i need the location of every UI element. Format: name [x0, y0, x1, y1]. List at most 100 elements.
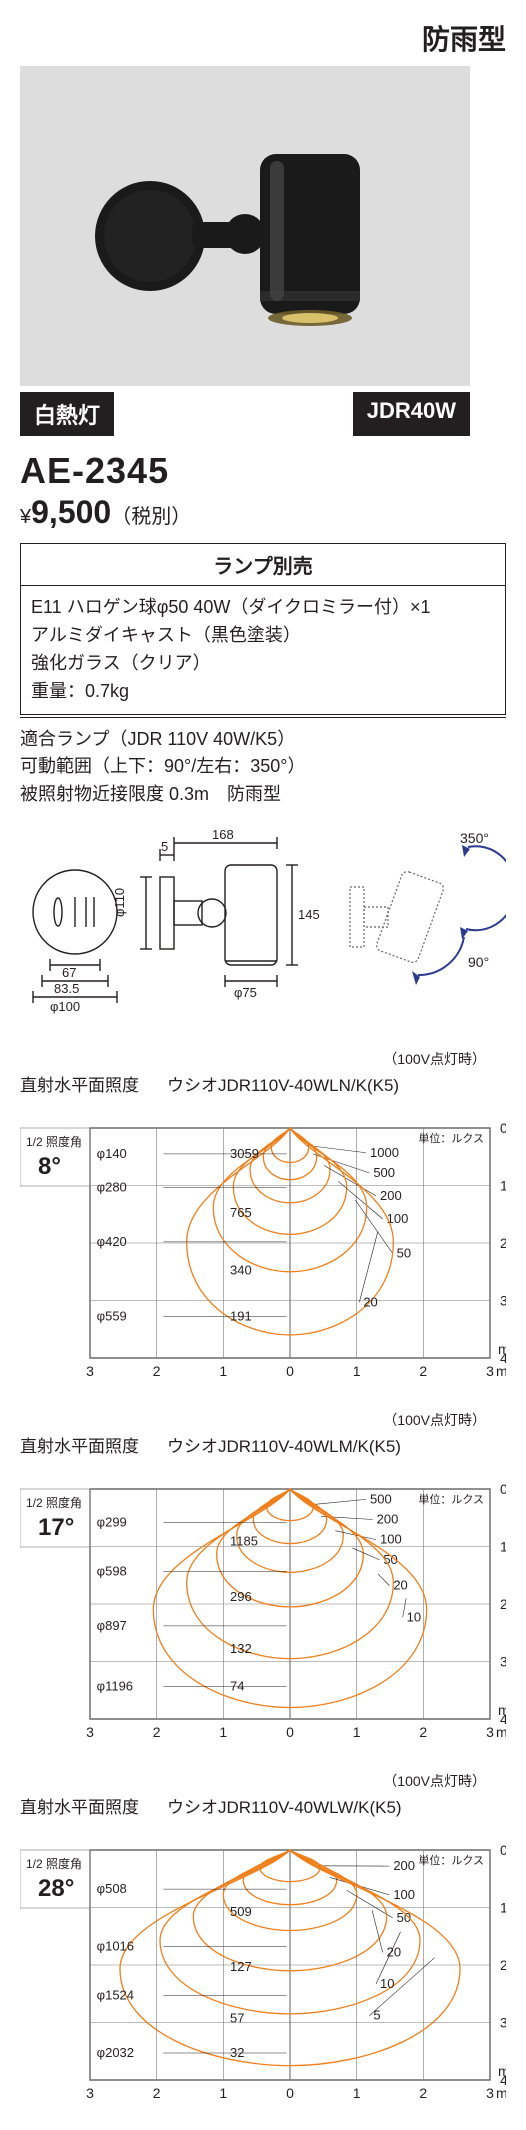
model-code: AE-2345 — [20, 450, 506, 492]
chart-voltage-note: （100V点灯時） — [20, 1410, 506, 1430]
svg-text:765: 765 — [230, 1205, 252, 1220]
svg-text:0: 0 — [500, 1481, 506, 1497]
svg-text:3: 3 — [86, 1363, 94, 1379]
svg-text:2: 2 — [419, 2085, 427, 2101]
svg-text:0: 0 — [286, 2085, 294, 2101]
svg-text:3: 3 — [486, 1724, 494, 1740]
svg-text:1000: 1000 — [370, 1145, 399, 1160]
svg-text:1185: 1185 — [230, 1534, 258, 1549]
svg-text:3: 3 — [86, 2085, 94, 2101]
spec-table-header: ランプ別売 — [21, 544, 505, 586]
svg-text:200: 200 — [380, 1188, 402, 1203]
chart-title: 直射水平面照度 — [20, 1793, 139, 1818]
chart-title-row: 直射水平面照度 ウシオJDR110V-40WLN/K(K5) — [20, 1071, 506, 1096]
svg-text:m: m — [498, 2063, 506, 2079]
svg-text:φ140: φ140 — [97, 1146, 127, 1161]
svg-text:φ420: φ420 — [97, 1234, 127, 1249]
svg-text:3: 3 — [500, 1654, 506, 1670]
chart-title: 直射水平面照度 — [20, 1432, 139, 1457]
dim-835: 83.5 — [54, 981, 79, 996]
svg-text:100: 100 — [380, 1532, 402, 1547]
illuminance-chart: （100V点灯時）直射水平面照度 ウシオJDR110V-40WLN/K(K5) 1/… — [20, 1049, 506, 1388]
chart-lamp-model: ウシオJDR110V-40WLN/K(K5) — [167, 1071, 399, 1096]
chart-svg: 1/2 照度角17°単位：ルクス500200100502010φ2991185φ… — [20, 1459, 506, 1749]
svg-text:1/2 照度角: 1/2 照度角 — [26, 1495, 82, 1510]
tax-label: （税別） — [111, 506, 191, 528]
svg-text:m: m — [498, 1341, 506, 1357]
svg-text:1: 1 — [219, 1363, 227, 1379]
svg-text:2: 2 — [419, 1724, 427, 1740]
svg-text:200: 200 — [377, 1512, 399, 1527]
rot-350: 350° — [460, 830, 489, 846]
dim-100: φ100 — [50, 999, 80, 1014]
rot-90: 90° — [468, 954, 489, 970]
svg-text:10: 10 — [380, 1976, 394, 1991]
svg-text:3: 3 — [500, 2015, 506, 2031]
svg-text:単位：ルクス: 単位：ルクス — [418, 1131, 484, 1145]
header-row: 防雨型 — [20, 0, 506, 66]
svg-text:1: 1 — [353, 1363, 361, 1379]
svg-text:1: 1 — [353, 1724, 361, 1740]
chart-voltage-note: （100V点灯時） — [20, 1771, 506, 1791]
svg-text:340: 340 — [230, 1263, 252, 1278]
svg-text:2: 2 — [500, 1596, 506, 1612]
illuminance-chart: （100V点灯時）直射水平面照度ウシオJDR110V-40WLW/K(K5)1/… — [20, 1771, 506, 2110]
svg-text:m: m — [496, 1724, 506, 1740]
badge-lamp-type: 白熱灯 — [20, 392, 114, 436]
svg-text:3059: 3059 — [230, 1146, 259, 1161]
svg-text:8°: 8° — [38, 1153, 61, 1180]
spec-line: E11 ハロゲン球φ50 40W（ダイクロミラー付）×1 — [31, 594, 495, 622]
charts-host: （100V点灯時）直射水平面照度ウシオJDR110V-40WLN/K(K5)1/… — [20, 1049, 506, 2110]
svg-text:1: 1 — [500, 1900, 506, 1916]
svg-text:φ897: φ897 — [97, 1618, 127, 1633]
chart-voltage-note: （100V点灯時） — [20, 1049, 506, 1069]
svg-text:1/2 照度角: 1/2 照度角 — [26, 1134, 82, 1149]
extra-spec-line: 被照射物近接限度 0.3m 防雨型 — [20, 781, 496, 809]
extra-spec-line: 可動範囲（上下：90°/左右：350°） — [20, 753, 496, 781]
dim-75: φ75 — [234, 985, 257, 1000]
svg-text:2: 2 — [153, 1724, 161, 1740]
weatherproof-label: 防雨型 — [422, 18, 506, 58]
svg-text:φ1016: φ1016 — [97, 1939, 134, 1954]
svg-text:74: 74 — [230, 1678, 244, 1693]
chart-title-row: 直射水平面照度 ウシオJDR110V-40WLW/K(K5) — [20, 1793, 506, 1818]
product-image — [20, 66, 470, 386]
spec-line: アルミダイキャスト（黒色塗装） — [31, 622, 495, 650]
chart-title: 直射水平面照度 — [20, 1071, 139, 1096]
svg-text:2: 2 — [500, 1235, 506, 1251]
svg-text:2: 2 — [153, 1363, 161, 1379]
svg-text:2: 2 — [419, 1363, 427, 1379]
svg-text:1: 1 — [219, 1724, 227, 1740]
price-value: 9,500 — [31, 494, 111, 530]
svg-text:2: 2 — [153, 2085, 161, 2101]
spec-table-body: E11 ハロゲン球φ50 40W（ダイクロミラー付）×1 アルミダイキャスト（黒… — [21, 586, 505, 714]
svg-text:単位：ルクス: 単位：ルクス — [418, 1492, 484, 1506]
svg-text:φ598: φ598 — [97, 1563, 127, 1578]
svg-text:3: 3 — [500, 1293, 506, 1309]
svg-text:φ2032: φ2032 — [97, 2045, 134, 2060]
svg-text:φ299: φ299 — [97, 1515, 127, 1530]
dim-168: 168 — [212, 827, 234, 842]
svg-text:3: 3 — [486, 2085, 494, 2101]
spec-table: ランプ別売 E11 ハロゲン球φ50 40W（ダイクロミラー付）×1 アルミダイ… — [20, 543, 506, 715]
chart-svg: 1/2 照度角28°単位：ルクス2001005020105φ508509φ101… — [20, 1820, 506, 2110]
svg-text:100: 100 — [393, 1887, 415, 1902]
svg-text:200: 200 — [393, 1858, 415, 1873]
svg-text:φ280: φ280 — [97, 1179, 127, 1194]
svg-text:0: 0 — [500, 1120, 506, 1136]
chart-svg: 1/2 照度角8°単位：ルクス10005002001005020φ1403059… — [20, 1098, 506, 1388]
svg-text:m: m — [496, 2085, 506, 2101]
dimension-diagram: 67 83.5 φ100 — [20, 827, 506, 1027]
spec-line: 強化ガラス（クリア） — [31, 650, 495, 678]
badge-wattage: JDR40W — [353, 392, 470, 436]
svg-text:509: 509 — [230, 1904, 252, 1919]
badge-row: 白熱灯 JDR40W — [20, 392, 470, 436]
chart-lamp-model: ウシオJDR110V-40WLW/K(K5) — [167, 1793, 402, 1818]
dim-110: φ110 — [112, 888, 127, 917]
svg-text:32: 32 — [230, 2045, 244, 2060]
svg-text:10: 10 — [407, 1609, 421, 1624]
extra-specs: 適合ランプ（JDR 110V 40W/K5） 可動範囲（上下：90°/左右：35… — [20, 717, 506, 810]
svg-text:132: 132 — [230, 1641, 252, 1656]
extra-spec-line: 適合ランプ（JDR 110V 40W/K5） — [20, 726, 496, 754]
svg-text:500: 500 — [370, 1492, 392, 1507]
